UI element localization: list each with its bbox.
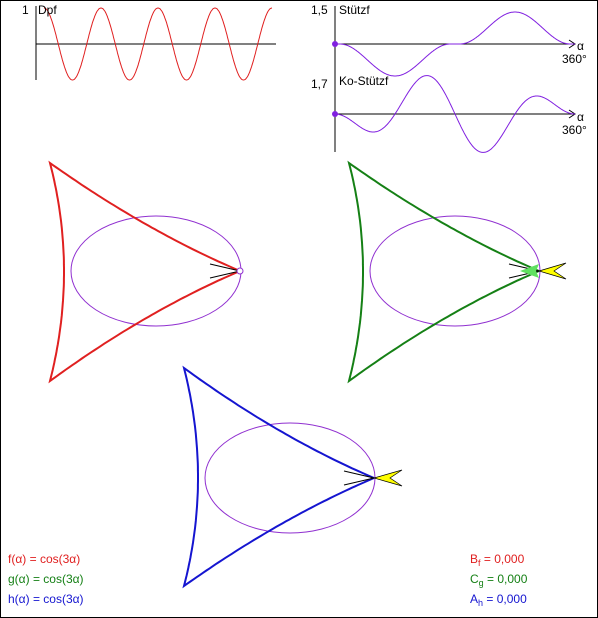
- ko-stuetz-label: Ko-Stützf: [339, 74, 389, 88]
- red-deltoid-curve: [48, 160, 241, 384]
- red-contact-point: [236, 267, 244, 275]
- green-deltoid-curve: [347, 160, 540, 384]
- red-tangent-arrow: [209, 263, 241, 279]
- stuetz-end-label: 360°: [562, 52, 587, 66]
- ko-stuetz-curve: [335, 75, 575, 153]
- formula-f: f(α) = cos(3α): [8, 552, 80, 566]
- stuetz-alpha-label: α: [577, 39, 584, 53]
- blue-yellow-marker: [372, 469, 403, 487]
- red-figure: [48, 160, 244, 384]
- stuetz-start-dot: [332, 41, 338, 47]
- formula-list: f(α) = cos(3α) g(α) = cos(3α) h(α) = cos…: [8, 552, 84, 606]
- value-bf: Bf = 0,000: [470, 552, 525, 568]
- dpf-max-label: 1: [22, 3, 29, 17]
- dpf-label: Dpf: [38, 3, 57, 17]
- formula-g: g(α) = cos(3α): [8, 572, 84, 586]
- stuetz-curve: [335, 11, 575, 77]
- value-ah: Ah = 0,000: [470, 592, 527, 608]
- stuetz-graph: 1,5 Stützf α 360°: [311, 3, 587, 82]
- stuetz-max-label: 1,5: [311, 3, 328, 17]
- ko-stuetz-end-label: 360°: [562, 123, 587, 137]
- value-cg: Cg = 0,000: [470, 572, 528, 588]
- dpf-graph: 1 Dpf: [22, 3, 276, 81]
- red-ellipse: [70, 215, 242, 327]
- green-arrowhead: [520, 264, 539, 278]
- ko-stuetz-max-label: 1,7: [311, 77, 328, 91]
- value-list: Bf = 0,000 Cg = 0,000 Ah = 0,000: [470, 552, 528, 608]
- blue-tangent-arrow: [343, 470, 375, 486]
- green-yellow-marker: [537, 262, 567, 280]
- formula-h: h(α) = cos(3α): [8, 592, 84, 606]
- ko-stuetz-graph: 1,7 Ko-Stützf α 360°: [311, 74, 587, 153]
- stuetz-label: Stützf: [339, 3, 370, 17]
- green-figure: [347, 160, 567, 384]
- blue-ellipse: [204, 422, 376, 534]
- green-ellipse: [369, 215, 541, 327]
- ko-stuetz-start-dot: [332, 111, 338, 117]
- ko-stuetz-alpha-label: α: [577, 110, 584, 124]
- blue-figure: [182, 365, 403, 589]
- blue-deltoid-curve: [182, 365, 375, 589]
- dpf-curve: [43, 7, 273, 81]
